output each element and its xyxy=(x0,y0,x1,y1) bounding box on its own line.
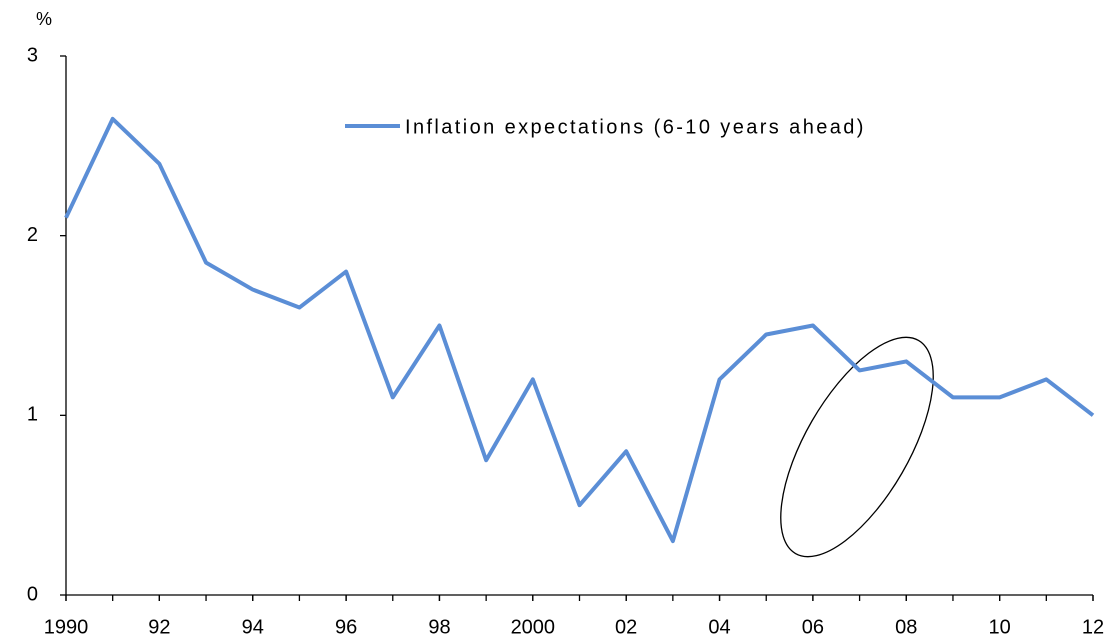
x-tick-label: 96 xyxy=(335,616,357,638)
x-tick-label: 2000 xyxy=(511,616,556,638)
data-line xyxy=(64,116,1095,544)
x-tick-label: 04 xyxy=(708,616,730,638)
legend-label: Inflation expectations (6-10 years ahead… xyxy=(405,116,866,138)
y-tick-label: 3 xyxy=(27,44,38,66)
x-tick-label: 98 xyxy=(428,616,450,638)
x-tick-label: 06 xyxy=(802,616,824,638)
x-tick-label: 12 xyxy=(1082,616,1104,638)
x-tick-label: 92 xyxy=(148,616,170,638)
y-tick-label: 1 xyxy=(27,404,38,426)
x-tick-label: 1990 xyxy=(44,616,89,638)
x-tick-label: 08 xyxy=(895,616,917,638)
highlight-ellipse xyxy=(780,336,934,558)
x-tick-label: 02 xyxy=(615,616,637,638)
y-tick-label: 2 xyxy=(27,224,38,246)
y-axis-label: % xyxy=(36,9,52,29)
x-tick-label: 10 xyxy=(989,616,1011,638)
x-tick-label: 94 xyxy=(242,616,264,638)
y-tick-label: 0 xyxy=(27,583,38,605)
